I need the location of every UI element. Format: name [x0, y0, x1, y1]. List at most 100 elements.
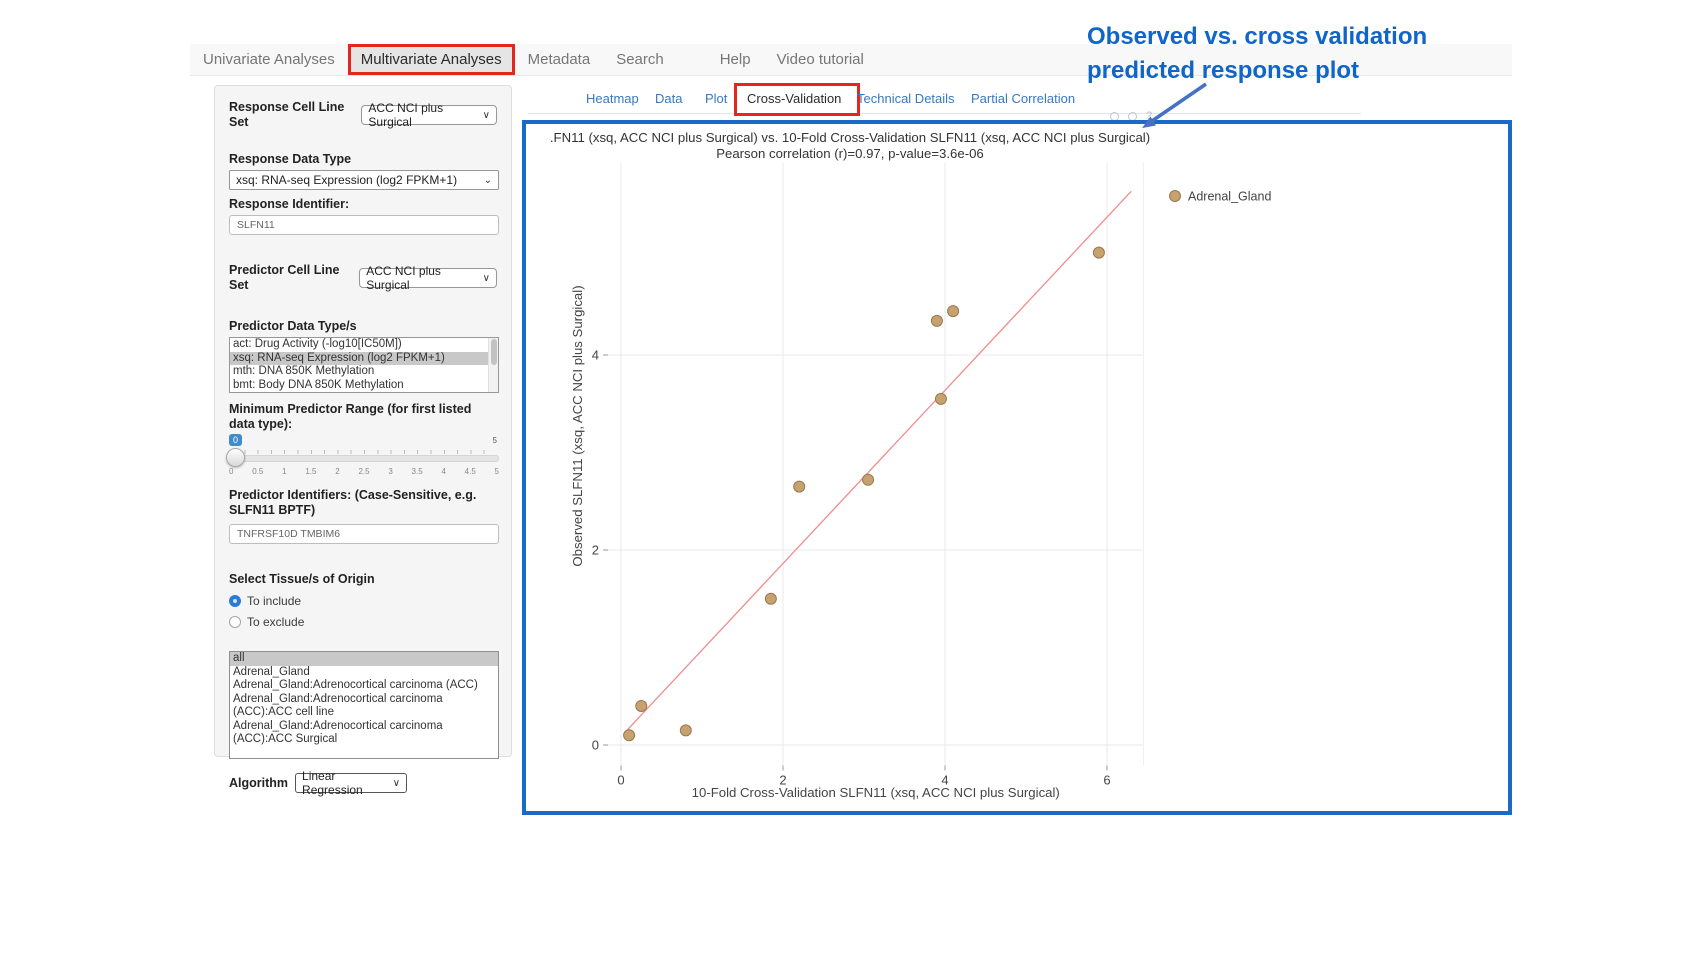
data-point	[679, 724, 692, 737]
chevron-down-icon: ∨	[482, 272, 490, 284]
cross-validation-scatter-plot[interactable]: 0 2 4 6 0 2 4 .FN11 (xsq, ACC NCI plus Surgical…	[526, 124, 1508, 811]
help-icon[interactable]: ?	[1146, 110, 1153, 122]
predictor-cell-line-set-label: Predictor Cell Line Set	[229, 263, 340, 292]
tissue-list[interactable]: all Adrenal_Gland Adrenal_Gland:Adrenocort…	[229, 651, 499, 759]
legend: Adrenal_Gland	[1169, 190, 1271, 204]
response-cell-line-set-value: ACC NCI plus Surgical	[368, 101, 444, 129]
tab-data[interactable]: Data	[655, 91, 683, 106]
predictor-cell-line-set-value: ACC NCI plus Surgical	[366, 264, 441, 292]
response-data-type-label: Response Data Type	[229, 152, 352, 166]
slider-handle[interactable]	[226, 448, 245, 467]
red-highlight-box	[734, 83, 860, 116]
nav-item-video-tutorial[interactable]: Video tutorial	[776, 51, 864, 68]
predictor-cell-line-set-select[interactable]: ACC NCI plus Surgical ∨	[359, 264, 497, 292]
predictor-identifiers-label: Predictor Identifiers: (Case-Sensitive, …	[229, 488, 477, 517]
x-axis-title: 10-Fold Cross-Validation SLFN11 (xsq, AC…	[692, 785, 1060, 800]
response-data-type-value: xsq: RNA-seq Expression (log2 FPKM+1)	[236, 173, 458, 187]
data-point	[934, 392, 947, 405]
tissue-option[interactable]: Adrenal_Gland:Adrenocortical carcinoma (…	[233, 692, 443, 719]
slider-tick-label: 3	[388, 467, 393, 476]
chevron-down-icon: ⌄	[483, 174, 492, 186]
data-point	[947, 305, 960, 318]
slider-tick-marks	[231, 450, 497, 454]
tab-heatmap[interactable]: Heatmap	[586, 91, 639, 106]
slider-tick-label: 5	[494, 467, 499, 476]
nav-item-multivariate-analyses[interactable]: Multivariate Analyses	[347, 44, 515, 75]
nav-item-search[interactable]: Search	[616, 51, 664, 68]
slider-value-badge: 0	[229, 434, 243, 446]
annotation-callout: Observed vs. cross validation predicted …	[1087, 20, 1427, 88]
chart-title: .FN11 (xsq, ACC NCI plus Surgical) vs. 1…	[550, 130, 1150, 145]
slider-tick-label: 2	[335, 467, 340, 476]
tab-plot[interactable]: Plot	[705, 91, 728, 106]
response-data-type-select[interactable]: xsq: RNA-seq Expression (log2 FPKM+1) ⌄	[229, 170, 499, 190]
algorithm-value: Linear Regression	[302, 769, 363, 797]
slider-track[interactable]	[229, 455, 499, 462]
algorithm-label: Algorithm	[229, 775, 289, 790]
data-point	[635, 700, 648, 712]
algorithm-select[interactable]: Linear Regression ∨	[295, 769, 408, 797]
response-cell-line-set-label: Response Cell Line Set	[229, 100, 345, 129]
predictor-data-type-option[interactable]: xsq: RNA-seq Expression (log2 FPKM+1)	[230, 351, 498, 365]
annotation-line2: predicted response plot	[1087, 57, 1360, 84]
data-point	[1092, 246, 1105, 259]
predictor-data-types-label: Predictor Data Type/s	[229, 319, 357, 333]
predictor-data-type-option[interactable]: mth: DNA 850K Methylation	[233, 365, 375, 377]
cross-validation-plot-frame: 0 2 4 6 0 2 4 .FN11 (xsq, ACC NCI plus Surgical…	[522, 120, 1512, 815]
radio-label: To include	[247, 594, 302, 608]
arrow-head	[1142, 116, 1156, 128]
y-tick-label: 2	[592, 543, 599, 558]
radio-label: To exclude	[247, 615, 305, 629]
legend-label[interactable]: Adrenal_Gland	[1188, 190, 1271, 204]
chevron-down-icon: ∨	[392, 777, 401, 789]
nav-item-univariate-analyses[interactable]: Univariate Analyses	[203, 51, 335, 68]
slider-tick-label: 4.5	[464, 467, 476, 476]
predictor-data-type-option[interactable]: act: Drug Activity (-log10[IC50M])	[233, 338, 402, 350]
slider-tick-label: 4	[441, 467, 446, 476]
y-tick-label: 4	[592, 348, 599, 363]
tissue-option[interactable]: all	[230, 652, 498, 666]
y-axis-title: Observed SLFN11 (xsq, ACC NCI plus Surgi…	[570, 285, 585, 566]
tissue-origin-radio-to-exclude[interactable]: To exclude	[229, 615, 497, 629]
data-point	[623, 729, 636, 742]
data-point	[764, 592, 777, 605]
chart-subtitle: Pearson correlation (r)=0.97, p-value=3.…	[716, 146, 984, 161]
slider-tick-label: 0	[229, 467, 234, 476]
data-point	[930, 314, 943, 327]
tissue-option[interactable]: Adrenal_Gland:Adrenocortical carcinoma (…	[233, 719, 443, 746]
arrow-shaft	[1151, 82, 1207, 123]
tissue-option[interactable]: Adrenal_Gland:Adrenocortical carcinoma (…	[233, 679, 478, 691]
tab-cross-validation[interactable]: Cross-Validation	[747, 91, 842, 106]
listbox-scrollbar[interactable]	[488, 338, 498, 392]
x-tick-label: 2	[779, 772, 786, 787]
response-identifier-input[interactable]	[229, 215, 499, 235]
min-predictor-range-slider[interactable]: 0 5 0 0.5 1 1.5 2 2.5 3 3.5 4 4.5 5	[226, 434, 499, 482]
nav-item-metadata[interactable]: Metadata	[527, 51, 591, 68]
nav-item-help[interactable]: Help	[719, 51, 751, 68]
top-navbar: Univariate Analyses Multivariate Analyses…	[190, 44, 1512, 76]
tab-technical-details[interactable]: Technical Details	[857, 91, 955, 106]
data-point	[862, 473, 875, 486]
slider-tick-label: 3.5	[411, 467, 423, 476]
predictor-data-types-listbox[interactable]: act: Drug Activity (-log10[IC50M]) xsq: R…	[229, 337, 499, 393]
x-tick-label: 0	[617, 772, 624, 787]
tissue-origin-radio-to-include[interactable]: To include	[229, 594, 497, 608]
predictor-identifiers-input[interactable]	[229, 524, 499, 544]
radio-icon[interactable]	[229, 616, 241, 628]
scrollbar-thumb[interactable]	[491, 339, 497, 365]
tab-partial-correlation[interactable]: Partial Correlation	[971, 91, 1076, 106]
radio-icon[interactable]	[229, 595, 241, 607]
tissue-origin-label: Select Tissue/s of Origin	[229, 572, 375, 586]
data-point	[793, 480, 806, 493]
predictor-data-type-option[interactable]: bmt: Body DNA 850K Methylation	[233, 378, 404, 391]
legend-marker-icon[interactable]	[1169, 190, 1181, 202]
x-tick-label: 6	[1103, 772, 1110, 787]
response-cell-line-set-select[interactable]: ACC NCI plus Surgical ∨	[361, 101, 497, 129]
slider-max-label: 5	[492, 436, 497, 445]
annotation-arrow	[1142, 82, 1207, 128]
chevron-down-icon: ∨	[482, 109, 490, 121]
min-predictor-range-label: Minimum Predictor Range (for first liste…	[229, 402, 472, 431]
x-tick-label: 4	[941, 772, 948, 787]
analysis-settings-panel: Response Cell Line Set ACC NCI plus Surg…	[214, 85, 512, 797]
tissue-option[interactable]: Adrenal_Gland	[233, 665, 310, 678]
